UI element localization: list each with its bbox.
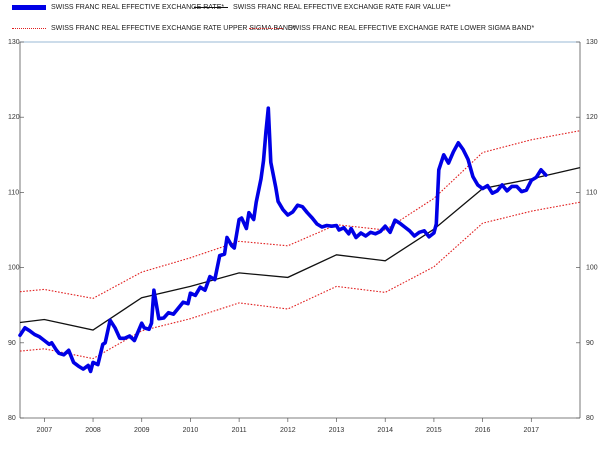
y-tick-labels-left: 80 90 100 110 120 130 xyxy=(8,39,20,422)
y-tick-label: 90 xyxy=(8,340,16,347)
legend-item-actual: SWISS FRANC REAL EFFECTIVE EXCHANGE RATE… xyxy=(12,4,224,11)
x-tick-label: 2016 xyxy=(475,427,491,434)
legend-swatch-actual xyxy=(12,5,46,10)
y-tick-label: 110 xyxy=(586,189,597,196)
x-tick-label: 2014 xyxy=(377,427,393,434)
legend-label-fair: SWISS FRANC REAL EFFECTIVE EXCHANGE RATE… xyxy=(233,4,451,11)
y-tick-label: 120 xyxy=(8,114,20,121)
x-tick-label: 2011 xyxy=(232,427,247,434)
x-tick-label: 2010 xyxy=(183,427,199,434)
y-tick-label: 100 xyxy=(586,265,598,272)
x-tick-label: 2009 xyxy=(134,427,150,434)
series-line-upper xyxy=(19,130,581,299)
y-tick-label: 90 xyxy=(586,340,594,347)
legend-swatch-fair xyxy=(194,7,228,8)
series-line-actual xyxy=(18,106,548,374)
x-tick-label: 2017 xyxy=(524,427,540,434)
y-tick-label: 130 xyxy=(8,39,20,46)
legend-swatch-upper xyxy=(12,28,46,29)
x-tick-label: 2012 xyxy=(280,427,296,434)
y-tick-label: 100 xyxy=(8,265,20,272)
legend-item-upper: SWISS FRANC REAL EFFECTIVE EXCHANGE RATE… xyxy=(12,25,296,32)
series-line-lower xyxy=(19,201,581,360)
legend-swatch-lower xyxy=(249,28,283,29)
y-tick-label: 110 xyxy=(8,189,19,196)
legend-label-upper: SWISS FRANC REAL EFFECTIVE EXCHANGE RATE… xyxy=(51,25,296,32)
y-tick-label: 80 xyxy=(586,415,594,422)
x-tick-labels: 2007 2008 2009 2010 2011 2012 2013 2014 2015 2016… xyxy=(37,427,540,434)
x-tick-label: 2007 xyxy=(37,427,53,434)
x-tick-label: 2013 xyxy=(329,427,345,434)
legend-label-lower: SWISS FRANC REAL EFFECTIVE EXCHANGE RATE… xyxy=(288,25,535,32)
series-layer xyxy=(18,106,581,374)
y-tick-labels-right: 80 90 100 110 120 130 xyxy=(586,39,598,422)
y-tick-label: 130 xyxy=(586,39,598,46)
legend-label-actual: SWISS FRANC REAL EFFECTIVE EXCHANGE RATE… xyxy=(51,4,225,11)
y-tick-label: 80 xyxy=(8,415,16,422)
x-tick-label: 2015 xyxy=(426,427,442,434)
y-tick-label: 120 xyxy=(586,114,598,121)
chart-axes xyxy=(19,41,581,422)
legend-item-lower: SWISS FRANC REAL EFFECTIVE EXCHANGE RATE… xyxy=(249,25,534,32)
x-tick-label: 2008 xyxy=(85,427,101,434)
legend-item-fair: SWISS FRANC REAL EFFECTIVE EXCHANGE RATE… xyxy=(194,4,451,11)
